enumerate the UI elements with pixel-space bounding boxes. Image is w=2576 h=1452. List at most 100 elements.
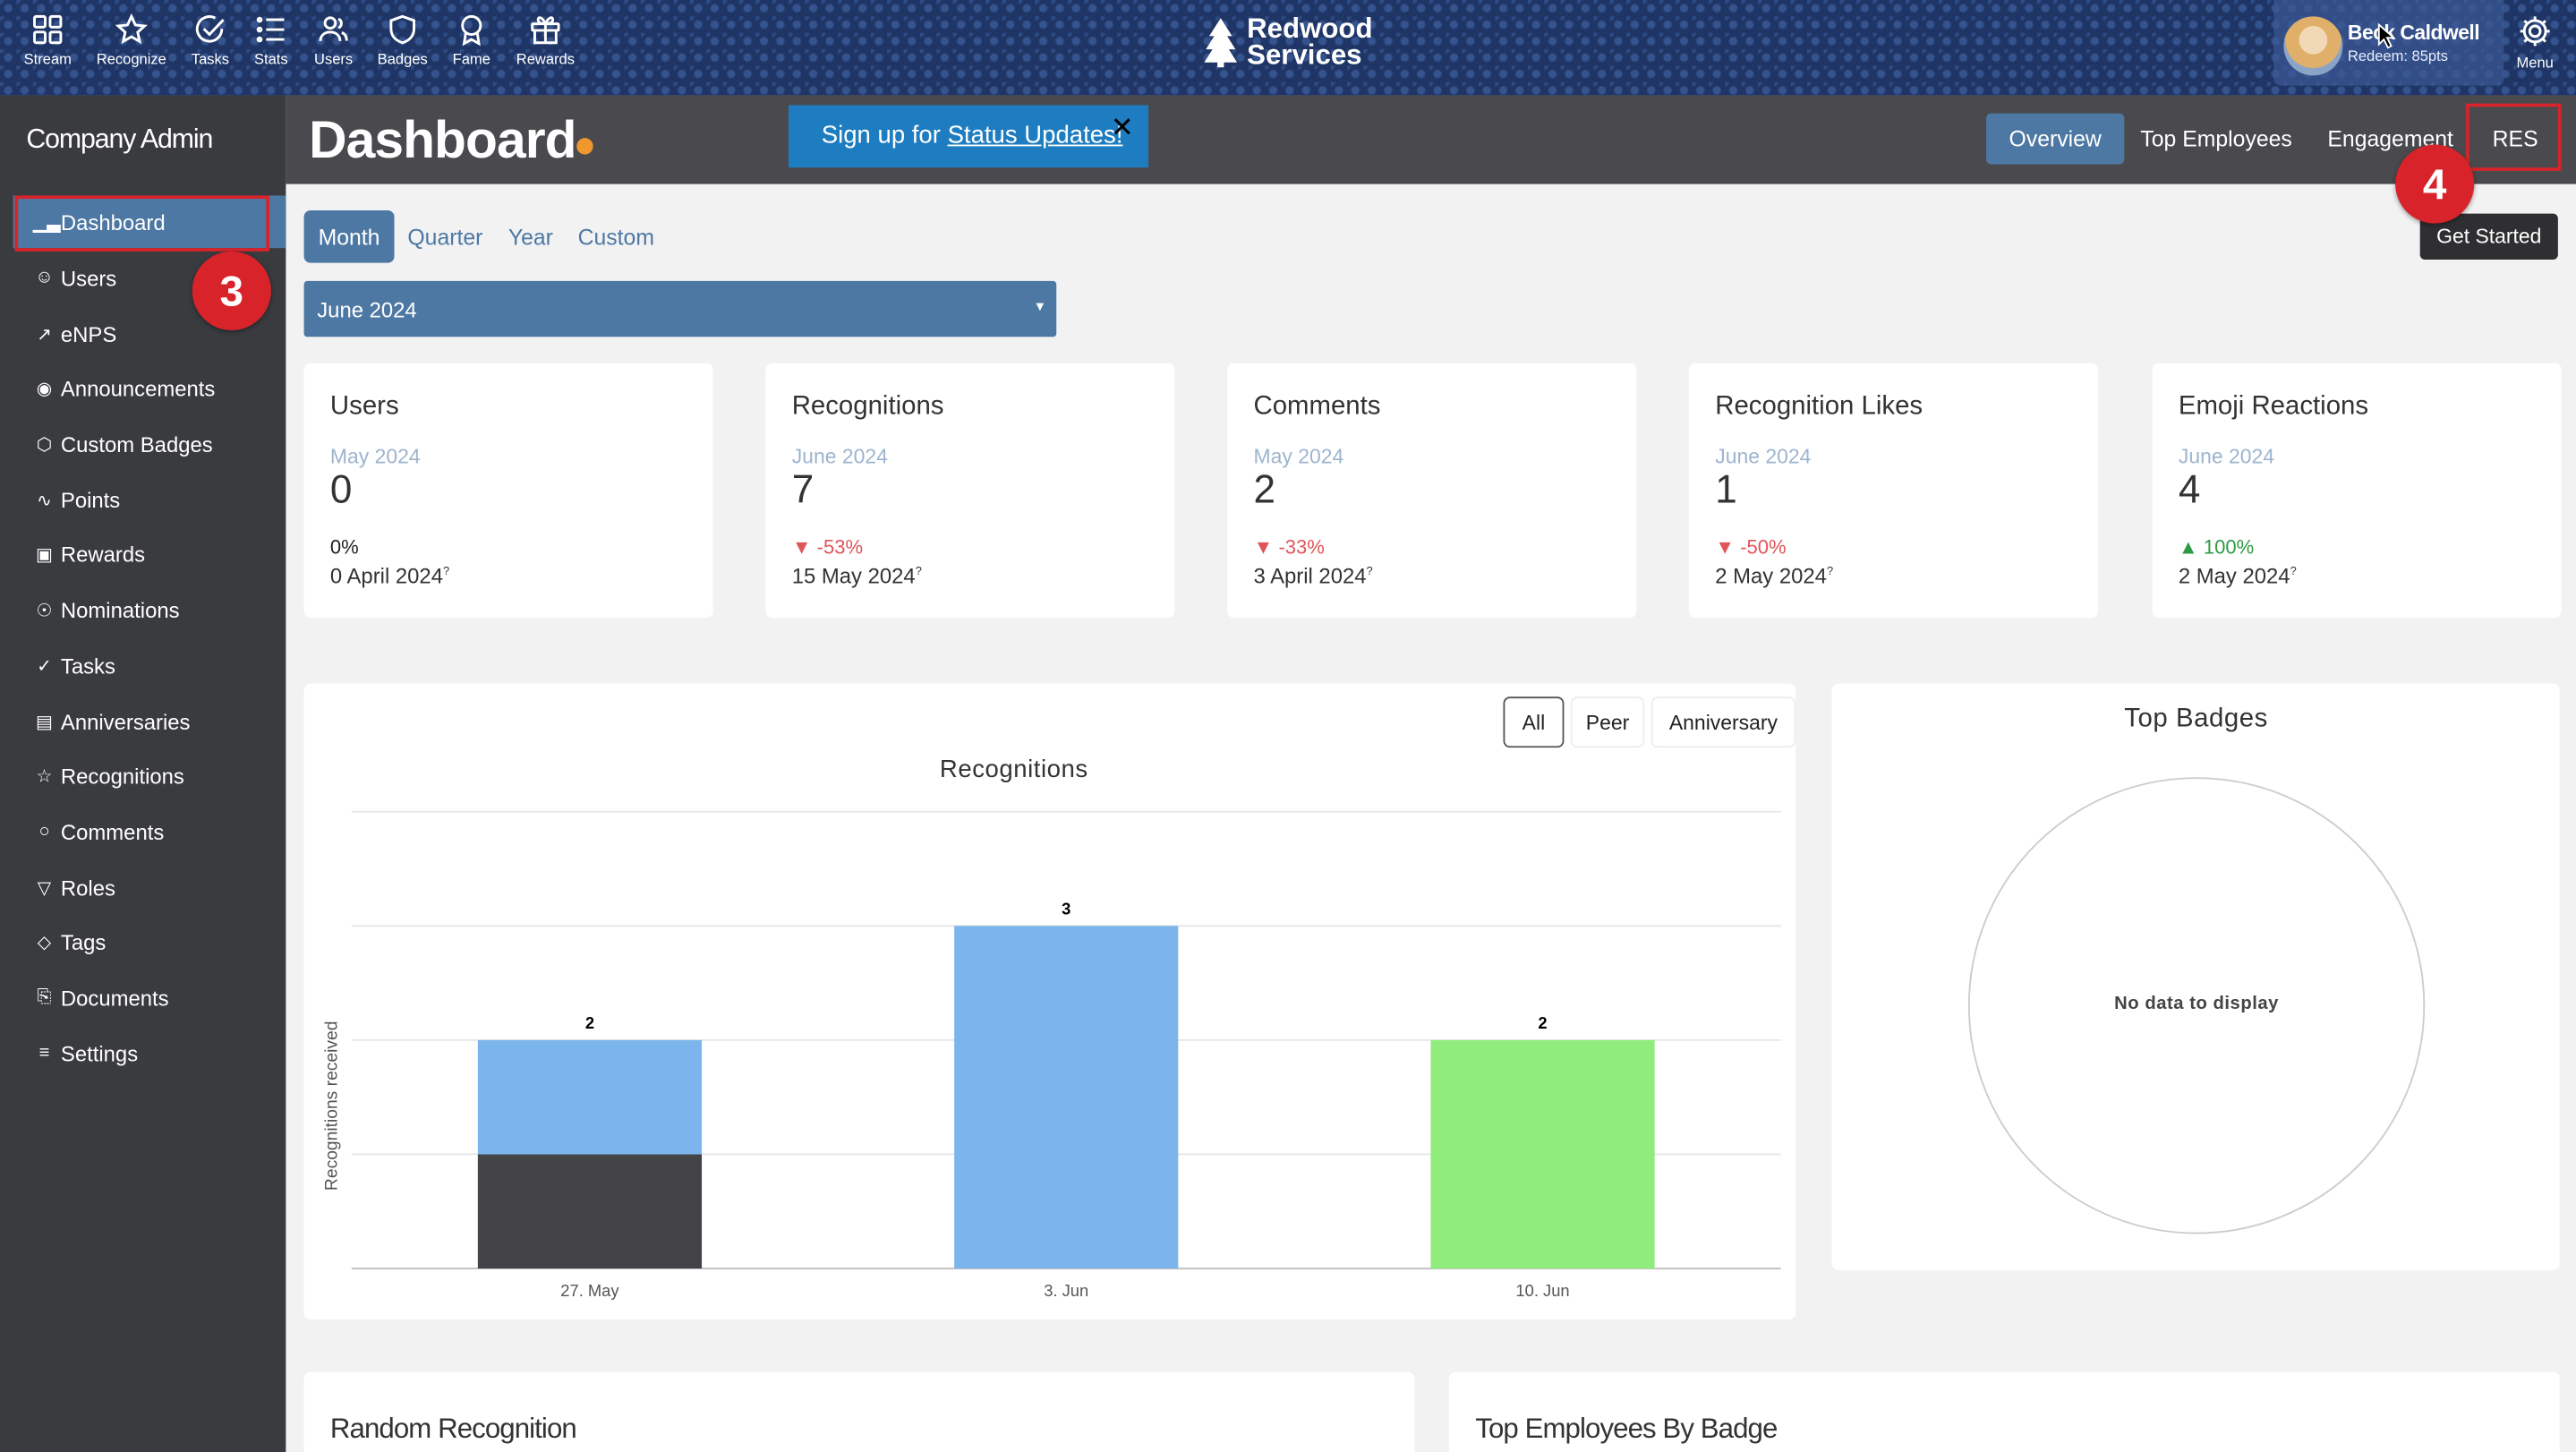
card-change: ▼ -53% bbox=[792, 535, 863, 559]
sidebar-item-anniversaries[interactable]: ▤ Anniversaries bbox=[0, 695, 286, 747]
empty-pie-chart bbox=[1967, 777, 2426, 1234]
check-circle-icon bbox=[195, 15, 225, 43]
nav-rewards[interactable]: Rewards bbox=[506, 13, 584, 68]
highlight-box-res bbox=[2466, 103, 2562, 171]
nav-label: Stats bbox=[254, 50, 288, 68]
sidebar-item-documents[interactable]: ⎘ Documents bbox=[0, 971, 286, 1024]
step-marker-3: 3 bbox=[192, 251, 271, 330]
month-select[interactable]: June 2024 ▼ bbox=[303, 280, 1057, 337]
banner-text: Sign up for bbox=[821, 121, 948, 150]
top-badges-title: Top Badges bbox=[2124, 705, 2268, 733]
sidebar-item-enps[interactable]: ↗ eNPS bbox=[0, 307, 286, 360]
brand-logo[interactable]: Redwood Services bbox=[1204, 13, 1373, 69]
change-value: -50% bbox=[1740, 535, 1787, 559]
card-value: 1 bbox=[1715, 468, 1737, 513]
sidebar-item-label: Anniversaries bbox=[60, 709, 191, 734]
sidebar-item-label: Settings bbox=[60, 1040, 139, 1066]
nav-recognize[interactable]: Recognize bbox=[92, 13, 171, 68]
card-value: 7 bbox=[791, 468, 815, 513]
tab-overview[interactable]: Overview bbox=[1986, 113, 2125, 165]
previous-value: 2 May 2024 bbox=[2178, 563, 2290, 589]
main-menu-button[interactable]: Menu bbox=[2505, 13, 2564, 71]
tab-res[interactable]: RES bbox=[2492, 126, 2538, 151]
card-previous: 2 May 2024? bbox=[1715, 564, 1833, 589]
nav-label: Tasks bbox=[191, 50, 230, 68]
card-title: Users bbox=[329, 392, 399, 421]
sidebar-item-nominations[interactable]: ☉ Nominations bbox=[0, 584, 286, 636]
sidebar-item-recognitions[interactable]: ☆ Recognitions bbox=[0, 749, 286, 802]
sidebar-item-label: Announcements bbox=[60, 375, 216, 400]
filter-tab-anniversary[interactable]: Anniversary bbox=[1651, 696, 1796, 748]
nav-label: Users bbox=[314, 50, 354, 68]
nav-stream[interactable]: Stream bbox=[8, 13, 87, 68]
trend-icon: ↗ bbox=[37, 324, 53, 345]
period-tab-quarter[interactable]: Quarter bbox=[407, 224, 483, 250]
highlight-box-dashboard bbox=[14, 195, 270, 252]
previous-value: 0 April 2024 bbox=[329, 563, 443, 589]
bar-segment bbox=[954, 926, 1179, 1269]
sidebar-item-comments[interactable]: ○ Comments bbox=[0, 805, 286, 858]
sidebar-item-dashboard[interactable]: ▁▃ Dashboard bbox=[13, 195, 286, 249]
page-title: Dashboard bbox=[309, 109, 576, 170]
recognitions-bar-chart: Recognitions received 2 27. May 3 3. Jun 2 10.… bbox=[322, 810, 1781, 1300]
help-icon[interactable]: ? bbox=[1366, 566, 1373, 578]
nav-stats[interactable]: Stats bbox=[232, 13, 311, 68]
sidebar-item-settings[interactable]: ≡ Settings bbox=[0, 1027, 286, 1080]
help-icon[interactable]: ? bbox=[442, 566, 450, 578]
nav-tasks[interactable]: Tasks bbox=[171, 13, 250, 68]
sidebar-item-custom-badges[interactable]: ⬡ Custom Badges bbox=[0, 417, 286, 470]
status-updates-link[interactable]: Status Updates! bbox=[947, 121, 1123, 150]
star-icon: ☆ bbox=[36, 766, 53, 787]
card-title: Emoji Reactions bbox=[2178, 392, 2369, 421]
nav-badges[interactable]: Badges bbox=[363, 13, 442, 68]
help-icon[interactable]: ? bbox=[1826, 566, 1834, 578]
month-select-value: June 2024 bbox=[317, 297, 417, 322]
card-change: ▼ -50% bbox=[1715, 535, 1786, 559]
sidebar-item-roles[interactable]: ▽ Roles bbox=[0, 861, 286, 914]
filter-tab-all[interactable]: All bbox=[1503, 696, 1565, 748]
list-icon bbox=[256, 16, 285, 43]
sidebar-item-announcements[interactable]: ◉ Announcements bbox=[0, 362, 286, 414]
card-period: June 2024 bbox=[791, 445, 888, 469]
period-tab-custom[interactable]: Custom bbox=[577, 224, 654, 250]
previous-value: 15 May 2024 bbox=[791, 563, 916, 589]
gear-icon bbox=[2520, 16, 2550, 47]
brand-name-line1: Redwood bbox=[1247, 13, 1373, 45]
status-updates-banner: Sign up for Status Updates! ✕ bbox=[789, 105, 1149, 168]
card-previous: 15 May 2024? bbox=[792, 564, 922, 589]
arrow-down-icon: ▼ bbox=[1253, 535, 1274, 559]
nav-fame[interactable]: Fame bbox=[432, 13, 511, 68]
sidebar-item-rewards[interactable]: ▣ Rewards bbox=[0, 527, 286, 580]
shield-icon: ⬡ bbox=[36, 434, 53, 455]
help-icon[interactable]: ? bbox=[2290, 566, 2297, 578]
bar-segment bbox=[477, 1039, 703, 1155]
mouse-cursor-icon bbox=[2377, 22, 2396, 49]
tab-top-employees[interactable]: Top Employees bbox=[2140, 126, 2292, 151]
caret-down-icon: ▼ bbox=[1033, 299, 1047, 314]
period-tab-month[interactable]: Month bbox=[303, 209, 395, 263]
help-icon[interactable]: ? bbox=[915, 566, 922, 578]
period-tab-year[interactable]: Year bbox=[508, 224, 553, 250]
bar-segment bbox=[477, 1154, 703, 1269]
user-profile-menu[interactable]: Beck Caldwell Redeem: 85pts bbox=[2273, 0, 2504, 86]
menu-label: Menu bbox=[2516, 54, 2554, 71]
page-header: Dashboard Sign up for Status Updates! ✕ bbox=[286, 95, 2576, 184]
top-navigation-bar: Stream Recognize Tasks Stats Users Badge… bbox=[0, 0, 2576, 96]
card-previous: 3 April 2024? bbox=[1253, 564, 1372, 589]
sidebar-item-users[interactable]: ☺ Users bbox=[0, 252, 286, 304]
close-icon[interactable]: ✕ bbox=[1110, 111, 1134, 143]
sidebar-item-tasks[interactable]: ✓ Tasks bbox=[0, 639, 286, 692]
data-label: 3 bbox=[1062, 899, 1070, 918]
filter-tab-peer[interactable]: Peer bbox=[1570, 696, 1645, 748]
step-marker-4: 4 bbox=[2395, 144, 2475, 224]
data-label: 2 bbox=[1538, 1013, 1547, 1032]
ribbon-icon bbox=[461, 14, 482, 47]
random-recognition-title: Random Recognition bbox=[329, 1413, 577, 1445]
sidebar-item-points[interactable]: ∿ Points bbox=[0, 474, 286, 526]
card-title: Comments bbox=[1253, 392, 1381, 421]
arrow-down-icon: ▼ bbox=[1715, 535, 1736, 559]
data-label: 2 bbox=[585, 1013, 594, 1032]
nav-users[interactable]: Users bbox=[294, 13, 373, 68]
sidebar-item-tags[interactable]: ◇ Tags bbox=[0, 915, 286, 968]
nav-label: Badges bbox=[377, 50, 428, 68]
